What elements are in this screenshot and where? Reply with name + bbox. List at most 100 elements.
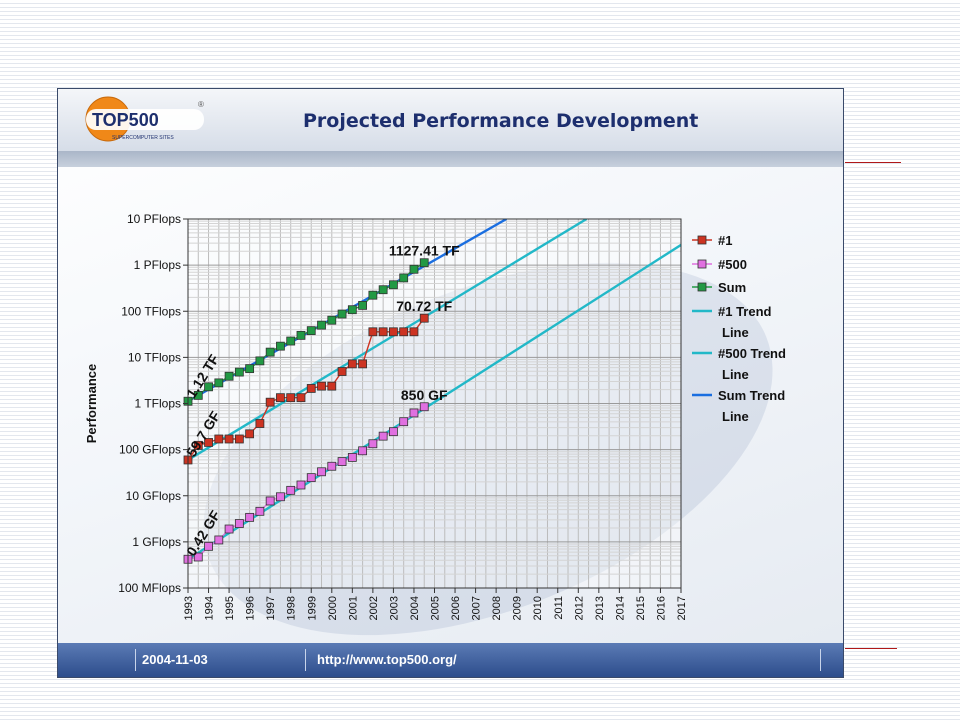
legend-label: #500 Trend Line [718, 346, 786, 382]
x-tick-label: 2014 [614, 596, 626, 620]
data-point [296, 480, 306, 490]
data-point [389, 427, 398, 437]
data-point [214, 535, 224, 545]
legend-swatch-marker [697, 259, 707, 269]
data-point [306, 326, 316, 336]
data-point [224, 434, 234, 444]
data-point [337, 457, 347, 466]
legend-label-line: Line [722, 325, 749, 340]
y-tick-label: 10 TFlops [128, 350, 181, 364]
annotation-label: 850 GF [401, 387, 448, 403]
data-point [245, 364, 255, 374]
data-point [204, 382, 213, 392]
data-series [183, 258, 429, 564]
data-point [419, 402, 429, 412]
performance-chart: 10 PFlops 1 PFlops 100 TFlops 10 TFlops 1 TF… [84, 212, 786, 636]
tick-labels: 10 PFlops 1 PFlops 100 TFlops 10 TFlops 1 TF… [118, 212, 688, 620]
data-point [347, 305, 357, 315]
slide-frame: TOP500 ® SUPERCOMPUTER SITES Projected P… [57, 88, 844, 678]
x-tick-label: 1998 [286, 596, 298, 620]
data-point [358, 446, 368, 456]
x-tick-label: 2003 [388, 596, 400, 620]
data-point [286, 485, 296, 495]
data-point [389, 280, 398, 290]
legend-label: #500 [718, 257, 747, 272]
x-tick-label: 1994 [204, 596, 216, 620]
x-tick-label: 1995 [224, 596, 236, 620]
logo-mark: ® [198, 100, 204, 109]
x-tick-label: 2001 [347, 596, 359, 620]
x-tick-label: 2010 [532, 596, 544, 620]
annotation-label: 1127.41 TF [389, 243, 460, 259]
data-point [389, 327, 398, 337]
x-tick-label: 2016 [655, 596, 667, 620]
x-tick-label: 2007 [471, 596, 483, 620]
data-point [358, 300, 368, 310]
data-point [255, 419, 265, 428]
annotation-label: 70.72 TF [396, 298, 452, 314]
x-tick-label: 2017 [676, 596, 688, 620]
y-tick-label: 1 GFlops [132, 535, 181, 549]
data-point [337, 309, 347, 319]
data-point [265, 347, 275, 357]
data-point [255, 356, 265, 366]
footer-band: 2004-11-03 http://www.top500.org/ [58, 643, 843, 677]
y-tick-label: 100 GFlops [119, 443, 181, 457]
data-point [327, 461, 337, 471]
y-tick-label: 10 GFlops [126, 489, 181, 503]
data-point [419, 313, 429, 323]
data-point [419, 258, 429, 268]
trend-line [188, 219, 588, 461]
decorative-line-top [845, 162, 901, 163]
data-point [409, 408, 419, 418]
y-tick-label: 1 TFlops [135, 397, 181, 411]
data-point [193, 552, 203, 562]
x-tick-label: 2004 [409, 596, 421, 620]
header-stripe [58, 151, 843, 167]
data-point [234, 519, 244, 528]
data-point [276, 393, 285, 403]
data-point [378, 285, 388, 295]
x-tick-label: 1999 [306, 596, 318, 620]
data-point [306, 384, 316, 393]
logo-bar [86, 109, 204, 130]
data-point [327, 381, 337, 391]
y-tick-label: 100 MFlops [118, 581, 181, 595]
data-point [204, 541, 213, 551]
y-tick-label: 100 TFlops [121, 304, 181, 318]
data-point [399, 327, 409, 337]
data-point [245, 429, 255, 439]
data-point [193, 390, 203, 400]
data-point [306, 473, 316, 483]
axes [183, 218, 682, 593]
footer-separator [820, 649, 821, 671]
x-tick-label: 1996 [245, 596, 257, 620]
trend-line [188, 243, 681, 561]
data-point [265, 496, 275, 506]
x-tick-label: 2008 [491, 596, 503, 620]
footer-date: 2004-11-03 [142, 652, 208, 667]
data-point [296, 330, 306, 340]
x-tick-label: 2002 [368, 596, 380, 620]
data-point [317, 467, 326, 477]
data-point [214, 434, 224, 444]
footer-separator [305, 649, 306, 671]
data-point [327, 315, 337, 325]
data-point [234, 367, 244, 377]
data-point [193, 440, 203, 450]
legend-label-line: Sum Trend [718, 388, 785, 403]
data-point [347, 359, 357, 369]
page-title: Projected Performance Development [303, 110, 699, 132]
data-point [234, 434, 244, 444]
data-point [409, 327, 419, 337]
data-point [347, 453, 357, 462]
x-tick-label: 2005 [430, 596, 442, 620]
data-point [224, 371, 234, 381]
data-point [224, 524, 234, 534]
data-point [286, 336, 296, 346]
y-axis-label: Performance [84, 364, 99, 443]
data-point [204, 438, 213, 447]
logo-text: TOP500 [92, 110, 159, 130]
y-tick-label: 1 PFlops [134, 258, 181, 272]
